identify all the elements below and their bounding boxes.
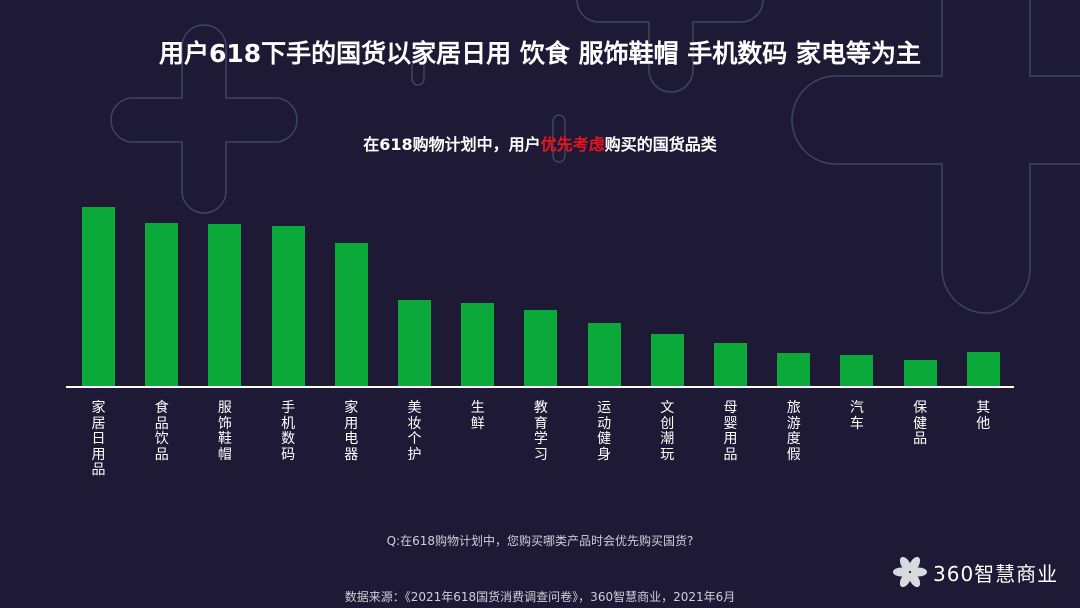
- bar: [461, 303, 495, 386]
- x-axis-label: 母婴用品: [723, 400, 738, 463]
- bar: [208, 224, 242, 386]
- x-axis-label: 手机数码: [281, 400, 296, 463]
- logo-text: 360智慧商业: [933, 561, 1059, 586]
- brand-logo: 360智慧商业: [893, 556, 1058, 588]
- bar: [145, 223, 179, 386]
- subtitle-prefix: 在618购物计划中，用户: [363, 135, 541, 154]
- flower-icon: [893, 556, 927, 588]
- chart-subtitle: 在618购物计划中，用户优先考虑购买的国货品类: [0, 131, 1080, 155]
- x-axis-label: 生鲜: [470, 400, 485, 432]
- x-axis-label: 运动健身: [597, 400, 612, 463]
- bar: [82, 207, 115, 386]
- bar: [334, 243, 368, 386]
- x-axis-label: 食品饮品: [154, 400, 169, 463]
- x-axis-label: 服饰鞋帽: [217, 400, 232, 463]
- x-axis-label: 教育学习: [533, 400, 548, 463]
- bar: [271, 226, 305, 386]
- bar: [714, 343, 747, 386]
- bar: [524, 310, 558, 386]
- x-axis-label: 汽车: [849, 400, 864, 432]
- bar: [398, 300, 431, 386]
- x-axis-label: 家用电器: [344, 400, 359, 463]
- x-axis-label: 文创潮玩: [660, 400, 675, 463]
- slide-title: 用户618下手的国货以家居日用 饮食 服饰鞋帽 手机数码 家电等为主: [158, 39, 921, 68]
- x-axis-label: 家居日用品: [91, 400, 106, 478]
- x-axis-label: 美妆个护: [407, 400, 422, 463]
- data-source: 数据来源：《2021年618国货消费调查问卷》，360智慧商业，2021年6月: [344, 590, 736, 604]
- bar: [966, 352, 1000, 386]
- survey-question: Q:在618购物计划中，您购买哪类产品时会优先购买国货?: [386, 534, 694, 548]
- bar: [903, 360, 937, 386]
- x-axis-label: 其他: [976, 400, 991, 432]
- subtitle-suffix: 购买的国货品类: [604, 135, 717, 154]
- bar: [777, 353, 811, 386]
- bar: [587, 323, 621, 386]
- x-axis-label: 保健品: [913, 400, 928, 447]
- x-axis-label: 旅游度假: [786, 400, 801, 463]
- bar: [840, 355, 874, 386]
- x-axis-line: [66, 386, 1014, 388]
- subtitle-highlight: 优先考虑: [540, 135, 605, 154]
- bar: [650, 334, 684, 386]
